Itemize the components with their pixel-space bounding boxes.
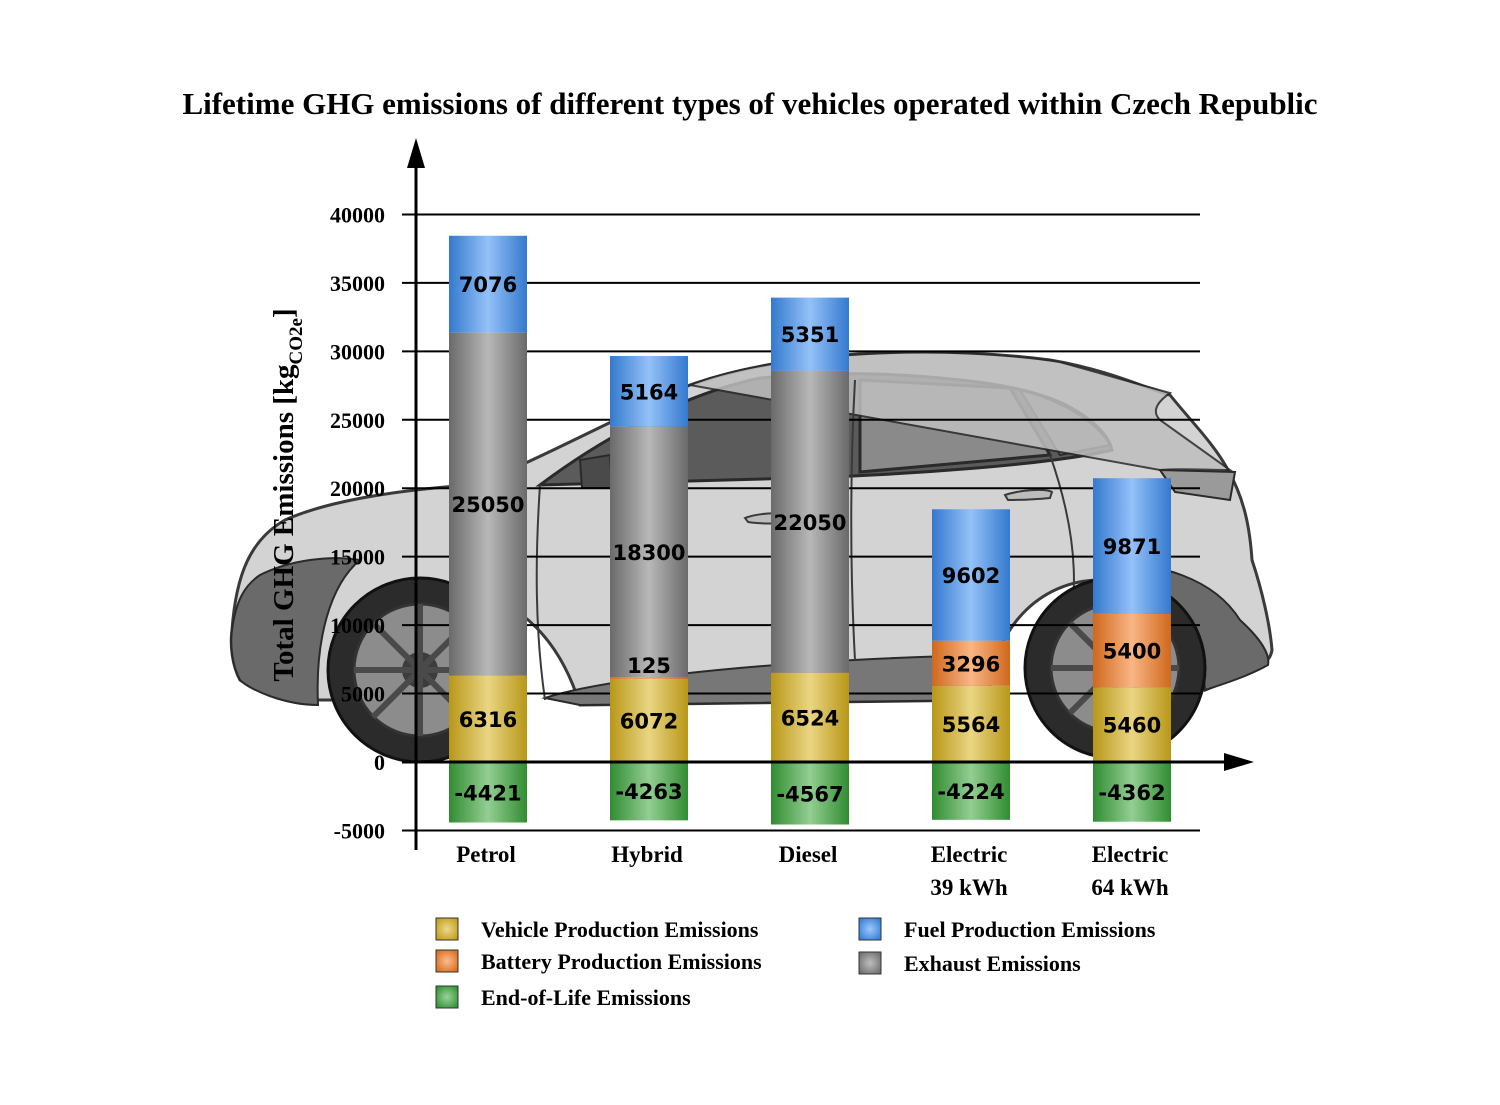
bar-segment bbox=[1093, 613, 1171, 688]
y-tick-label: 5000 bbox=[341, 682, 385, 707]
legend-swatch bbox=[858, 917, 882, 941]
data-label: 9871 bbox=[1103, 535, 1161, 559]
legend-label: End-of-Life Emissions bbox=[481, 985, 691, 1010]
x-category-label: Hybrid bbox=[611, 842, 683, 867]
bar-segment bbox=[932, 640, 1010, 686]
bar-segment bbox=[610, 426, 688, 678]
bars bbox=[449, 235, 1171, 825]
axes bbox=[402, 138, 1254, 850]
legend-label: Fuel Production Emissions bbox=[904, 917, 1156, 942]
bar-segment bbox=[610, 678, 688, 762]
y-axis-label: Total GHG Emissions [kgCO2e] bbox=[268, 308, 307, 681]
data-label: 5164 bbox=[620, 380, 678, 404]
bar-segment bbox=[932, 685, 1010, 762]
y-axis-label-subscript: CO2e bbox=[286, 318, 307, 364]
x-category-label: Petrol bbox=[456, 842, 516, 867]
y-tick-label: 20000 bbox=[330, 476, 385, 501]
data-label: 6072 bbox=[620, 709, 678, 733]
legend: Vehicle Production Emissions Fuel Product… bbox=[435, 917, 1156, 1010]
data-label: 6316 bbox=[459, 708, 517, 732]
x-category-label: Electric bbox=[1092, 842, 1169, 867]
bar-segment bbox=[449, 762, 527, 823]
bar-segment bbox=[610, 677, 688, 679]
bar-segment bbox=[932, 509, 1010, 641]
y-tick-label: 25000 bbox=[330, 408, 385, 433]
data-label: 6524 bbox=[781, 706, 839, 730]
x-category-label: Diesel bbox=[779, 842, 838, 867]
y-tick-label: 35000 bbox=[330, 271, 385, 296]
x-axis-arrow-icon bbox=[1224, 753, 1254, 771]
data-label: -4362 bbox=[1098, 781, 1165, 805]
x-category-label: 39 kWh bbox=[930, 875, 1008, 900]
x-category-labels: Petrol Hybrid Diesel Electric 39 kWh Electric… bbox=[456, 842, 1169, 900]
x-category-label: 64 kWh bbox=[1091, 875, 1169, 900]
data-label: -4421 bbox=[454, 781, 521, 805]
data-label: 5564 bbox=[942, 713, 1000, 737]
data-label: 22050 bbox=[773, 511, 846, 535]
y-tick-label: 40000 bbox=[330, 202, 385, 227]
data-label: 5400 bbox=[1103, 639, 1161, 663]
data-label: 18300 bbox=[612, 541, 685, 565]
bar-segment bbox=[449, 235, 527, 333]
x-category-label: Electric bbox=[931, 842, 1008, 867]
data-label: 9602 bbox=[942, 564, 1000, 588]
y-tick-label: 30000 bbox=[330, 339, 385, 364]
bar-segment bbox=[1093, 762, 1171, 822]
bar-segment bbox=[610, 762, 688, 821]
bar-segment bbox=[1093, 687, 1171, 762]
data-label: -4224 bbox=[937, 780, 1004, 804]
data-label: 5351 bbox=[781, 323, 839, 347]
bar-segment bbox=[771, 370, 849, 673]
y-tick-labels: -5000 0 5000 10000 15000 20000 25000 30000 35000… bbox=[330, 202, 385, 843]
data-label: 125 bbox=[627, 654, 671, 678]
bar-segment bbox=[771, 672, 849, 762]
bar-segment bbox=[1093, 478, 1171, 614]
data-label: -4263 bbox=[615, 780, 682, 804]
legend-swatch bbox=[435, 917, 459, 941]
bar-segment bbox=[771, 762, 849, 825]
bar-segment bbox=[932, 762, 1010, 820]
y-tick-label: 10000 bbox=[330, 613, 385, 638]
y-axis-label-close: ] bbox=[268, 308, 300, 318]
data-label: 3296 bbox=[942, 652, 1000, 676]
legend-label: Vehicle Production Emissions bbox=[481, 917, 759, 942]
y-axis-label-main: Total GHG Emissions [kg bbox=[268, 364, 300, 682]
y-tick-label: 15000 bbox=[330, 545, 385, 570]
y-axis-arrow-icon bbox=[407, 138, 425, 168]
data-label: 25050 bbox=[451, 493, 524, 517]
legend-swatch bbox=[858, 951, 882, 975]
bar-segment bbox=[449, 332, 527, 676]
chart-title: Lifetime GHG emissions of different type… bbox=[182, 86, 1317, 121]
legend-swatch bbox=[435, 949, 459, 973]
bar-segment bbox=[771, 297, 849, 371]
data-labels: -4421 6316 25050 7076 -4263 6072 125 18300 5164 -… bbox=[451, 273, 1165, 806]
legend-label: Exhaust Emissions bbox=[904, 951, 1081, 976]
legend-label: Battery Production Emissions bbox=[481, 949, 762, 974]
legend-swatch bbox=[435, 985, 459, 1009]
bar-segment bbox=[449, 675, 527, 762]
bar-segment bbox=[610, 355, 688, 427]
data-label: -4567 bbox=[776, 782, 843, 806]
data-label: 5460 bbox=[1103, 714, 1161, 738]
data-label: 7076 bbox=[459, 273, 517, 297]
y-tick-label: -5000 bbox=[334, 818, 385, 843]
y-tick-label: 0 bbox=[374, 750, 385, 775]
